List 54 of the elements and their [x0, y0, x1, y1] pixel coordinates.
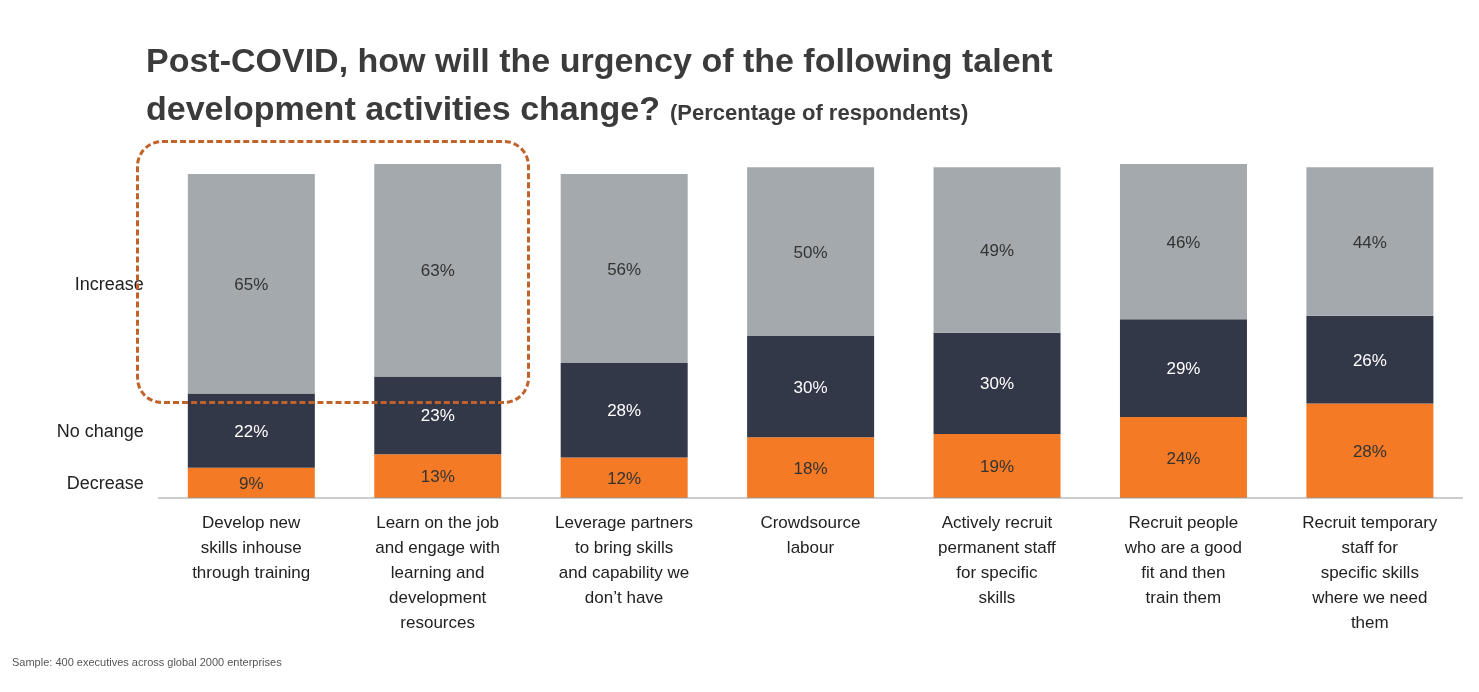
bar	[560, 174, 688, 364]
data-label: 50%	[793, 242, 828, 262]
data-label: 19%	[980, 456, 1015, 476]
text: Sample: 400 executives across global 2000 enterprises	[12, 656, 282, 668]
data-label: 28%	[1352, 441, 1387, 461]
x-tick-label: Actively recruit permanent staff for specific skills	[938, 513, 1057, 607]
bar	[1119, 164, 1247, 320]
bar	[1306, 315, 1434, 404]
bar	[1306, 167, 1434, 316]
bar	[933, 433, 1061, 498]
text: Increase	[74, 273, 144, 294]
bar	[747, 167, 875, 337]
bar	[933, 167, 1061, 333]
bar	[187, 467, 315, 498]
data-label: 46%	[1166, 232, 1201, 252]
bar	[374, 454, 502, 498]
chart-subtitle: (Percentage of respondents)	[669, 100, 969, 125]
data-label: 12%	[607, 468, 642, 488]
data-label: 44%	[1352, 232, 1387, 252]
data-label: 28%	[607, 401, 642, 421]
x-tick-label: Learn on the job and engage with learning and development resources	[375, 513, 501, 632]
bar	[1119, 319, 1247, 418]
bar	[747, 336, 875, 438]
data-label: 56%	[607, 259, 642, 279]
x-tick-label: Recruit temporary staff for specific skills where we need them	[1302, 513, 1438, 632]
bar	[560, 363, 688, 458]
data-label: 18%	[793, 458, 828, 478]
data-label: 63%	[420, 261, 455, 281]
data-label: 65%	[234, 274, 269, 294]
bar	[374, 164, 502, 377]
data-label: 13%	[420, 467, 455, 487]
data-label: 29%	[1166, 359, 1201, 379]
bar	[374, 376, 502, 455]
data-label: 23%	[420, 406, 455, 426]
bar	[747, 437, 875, 498]
x-tick-label: Develop new skills inhouse through training	[192, 513, 311, 582]
data-label: 24%	[1166, 448, 1201, 468]
data-label: 49%	[980, 241, 1015, 261]
bar	[187, 174, 315, 394]
bar	[1306, 403, 1434, 498]
x-tick-label: Recruit people who are a good fit and then train them	[1123, 513, 1242, 607]
text: Decrease	[66, 472, 144, 493]
data-label: 30%	[980, 374, 1015, 394]
data-label: 9%	[239, 473, 264, 493]
data-label: 22%	[234, 421, 269, 441]
x-tick-label: Leverage partners to bring skills and capability we don’t have	[555, 513, 694, 607]
bar	[933, 332, 1061, 434]
bar	[560, 457, 688, 498]
bar	[187, 393, 315, 468]
x-tick-label: Crowdsource labour	[760, 513, 861, 557]
bar	[1119, 417, 1247, 498]
text: No change	[56, 420, 144, 441]
data-label: 26%	[1352, 350, 1387, 370]
data-label: 30%	[793, 377, 828, 397]
